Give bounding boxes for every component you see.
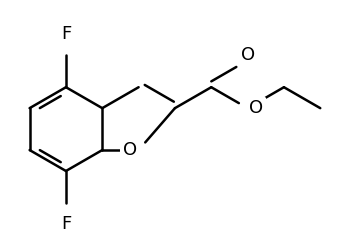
Text: O: O [123,141,137,159]
Text: O: O [241,46,255,64]
Text: O: O [249,99,264,117]
Text: F: F [61,25,71,43]
Text: F: F [61,215,71,233]
